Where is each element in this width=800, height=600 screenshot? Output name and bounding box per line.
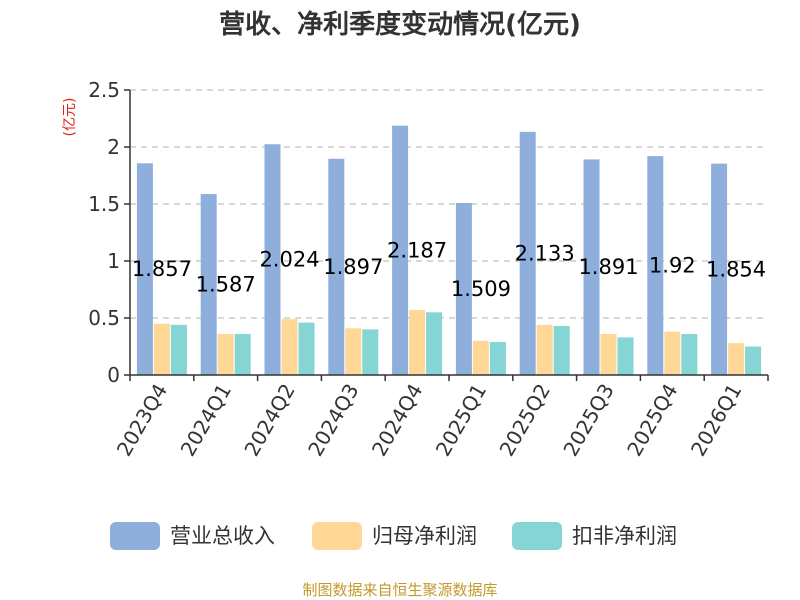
bar-2-2023Q4[interactable]: [153, 323, 170, 375]
legend-swatch-2[interactable]: [312, 522, 362, 550]
bar-3-2023Q4[interactable]: [170, 324, 187, 375]
bar-2-2025Q4[interactable]: [664, 331, 681, 375]
y-tick-label: 1: [107, 249, 120, 273]
y-axis-label: (亿元): [62, 98, 78, 137]
data-label: 1.854: [706, 257, 766, 281]
legend-label-1[interactable]: 营业总收入: [170, 524, 275, 548]
bar-2-2024Q1[interactable]: [217, 333, 234, 375]
bar-3-2025Q2[interactable]: [553, 325, 570, 375]
legend[interactable]: 营业总收入 归母净利润 扣非净利润: [110, 522, 677, 550]
bar-2-2026Q1[interactable]: [728, 343, 745, 375]
x-tick-label: 2023Q4: [112, 380, 172, 461]
data-label: 1.509: [451, 277, 511, 301]
data-label: 2.024: [259, 248, 319, 272]
bar-1-2023Q4[interactable]: [136, 163, 153, 375]
bar-3-2025Q4[interactable]: [681, 333, 698, 375]
x-tick-label: 2025Q3: [558, 380, 618, 461]
bar-1-2024Q4[interactable]: [392, 125, 409, 375]
data-label: 1.92: [649, 254, 696, 278]
bar-1-2024Q2[interactable]: [264, 144, 281, 375]
data-label: 1.587: [196, 273, 256, 297]
bar-1-2025Q1[interactable]: [455, 202, 472, 375]
y-tick-label: 2.5: [88, 78, 120, 102]
legend-label-2[interactable]: 归母净利润: [372, 524, 477, 548]
legend-swatch-3[interactable]: [512, 522, 562, 550]
data-label: 2.187: [387, 238, 447, 262]
chart-title: 营收、净利季度变动情况(亿元): [219, 9, 581, 40]
bar-1-2024Q1[interactable]: [200, 194, 217, 375]
bar-1-2024Q3[interactable]: [328, 158, 345, 375]
bar-1-2025Q2[interactable]: [519, 131, 536, 375]
x-tick-label: 2024Q1: [176, 380, 236, 461]
bar-3-2026Q1[interactable]: [745, 346, 762, 376]
y-tick-label: 1.5: [88, 192, 120, 216]
bar-2-2024Q2[interactable]: [281, 319, 298, 375]
bar-1-2025Q4[interactable]: [647, 156, 664, 375]
x-tick-label: 2026Q1: [686, 380, 746, 461]
y-tick-label: 0: [107, 363, 120, 387]
bar-3-2024Q4[interactable]: [426, 312, 443, 375]
bar-3-2025Q3[interactable]: [617, 337, 634, 375]
y-tick-label: 0.5: [88, 306, 120, 330]
y-tick-label: 2: [107, 135, 120, 159]
legend-label-3[interactable]: 扣非净利润: [572, 524, 677, 548]
bar-3-2025Q1[interactable]: [489, 341, 506, 375]
bar-2-2025Q1[interactable]: [472, 340, 489, 375]
x-tick-label: 2025Q4: [622, 380, 682, 461]
data-label: 2.133: [515, 241, 575, 265]
data-label: 1.891: [578, 255, 638, 279]
x-tick-label: 2025Q1: [431, 380, 491, 461]
x-tick-label: 2024Q2: [239, 380, 299, 461]
bar-3-2024Q2[interactable]: [298, 322, 315, 375]
bar-2-2025Q2[interactable]: [536, 324, 553, 375]
x-tick-label: 2024Q3: [303, 380, 363, 461]
data-label: 1.857: [132, 257, 192, 281]
source-note: 制图数据来自恒生聚源数据库: [302, 581, 497, 599]
bars: [136, 125, 762, 376]
x-tick-label: 2025Q2: [495, 380, 555, 461]
bar-3-2024Q1[interactable]: [234, 333, 251, 375]
data-label: 1.897: [323, 255, 383, 279]
bar-2-2024Q3[interactable]: [345, 328, 362, 375]
legend-swatch-1[interactable]: [110, 522, 160, 550]
bar-2-2025Q3[interactable]: [600, 333, 617, 375]
x-tick-label: 2024Q4: [367, 380, 427, 461]
bar-3-2024Q3[interactable]: [362, 329, 379, 375]
bar-1-2026Q1[interactable]: [711, 163, 728, 375]
bar-1-2025Q3[interactable]: [583, 159, 600, 375]
bar-2-2024Q4[interactable]: [409, 310, 426, 375]
